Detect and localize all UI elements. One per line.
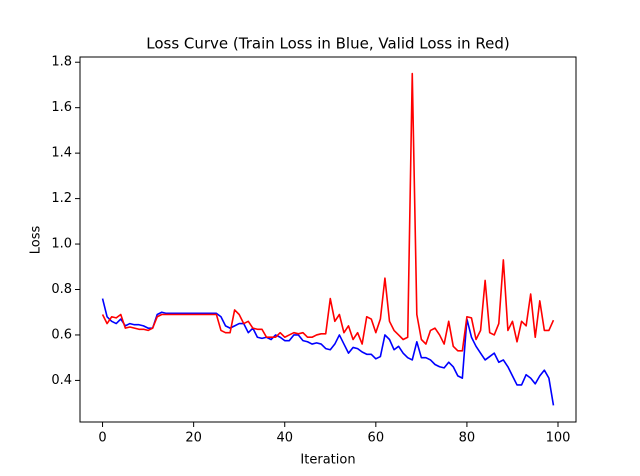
x-tick-label: 100 (546, 431, 571, 446)
chart-title: Loss Curve (Train Loss in Blue, Valid Lo… (146, 35, 510, 53)
x-axis-label: Iteration (300, 453, 355, 468)
series-line (101, 72, 555, 352)
x-tick-label: 20 (185, 431, 202, 446)
y-tick-label: 0.8 (51, 282, 72, 297)
y-tick-label: 1.4 (51, 146, 72, 161)
x-tick-label: 80 (459, 431, 476, 446)
y-tick-label: 0.4 (51, 373, 72, 388)
y-axis-label: Loss (29, 226, 44, 255)
series-line (101, 298, 555, 406)
y-tick-label: 1.2 (51, 191, 72, 206)
x-tick-label: 60 (368, 431, 385, 446)
y-tick-label: 1.8 (51, 55, 72, 70)
y-tick-label: 1.0 (51, 237, 72, 252)
y-tick-label: 1.6 (51, 100, 72, 115)
x-tick-label: 40 (276, 431, 293, 446)
y-tick-label: 0.6 (51, 327, 72, 342)
x-tick-label: 0 (98, 431, 106, 446)
plot-frame (79, 56, 577, 423)
